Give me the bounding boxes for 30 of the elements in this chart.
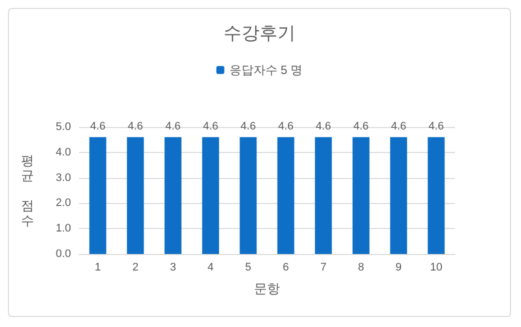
legend-label: 응답자수 5 명 [229,63,303,77]
y-tick-label: 3.0 [56,172,71,184]
x-tick-label: 3 [170,262,176,274]
x-tick-label: 8 [358,262,364,274]
y-tick-label: 5.0 [56,121,71,133]
data-label: 4.6 [202,120,218,133]
y-tick-label: 2.0 [56,197,71,210]
y-tick-label: 1.0 [56,222,71,235]
data-label: 4.6 [316,120,332,133]
y-tick-label: 0.0 [56,248,71,260]
data-label: 4.6 [428,120,444,133]
data-label: 4.6 [90,120,106,133]
data-label: 4.6 [353,120,369,133]
data-label: 4.6 [240,120,256,133]
x-tick-label: 7 [320,262,326,274]
y-tick-label: 4.0 [56,146,71,158]
chart-title: 수강후기 [224,23,296,43]
x-tick-label: 1 [94,262,101,274]
x-tick-label: 4 [208,262,214,274]
x-tick-label: 10 [430,262,442,274]
x-tick-label: 6 [282,262,289,274]
x-tick-label: 2 [132,262,138,274]
x-tick-label: 5 [245,262,252,274]
data-label: 4.6 [390,120,406,133]
data-label: 4.6 [165,120,181,133]
x-axis-title: 문항 [254,281,280,296]
data-label: 4.6 [128,120,144,133]
data-label: 4.6 [278,120,294,133]
y-axis-title: 평균 점수 [21,153,34,228]
x-tick-label: 9 [396,262,402,274]
